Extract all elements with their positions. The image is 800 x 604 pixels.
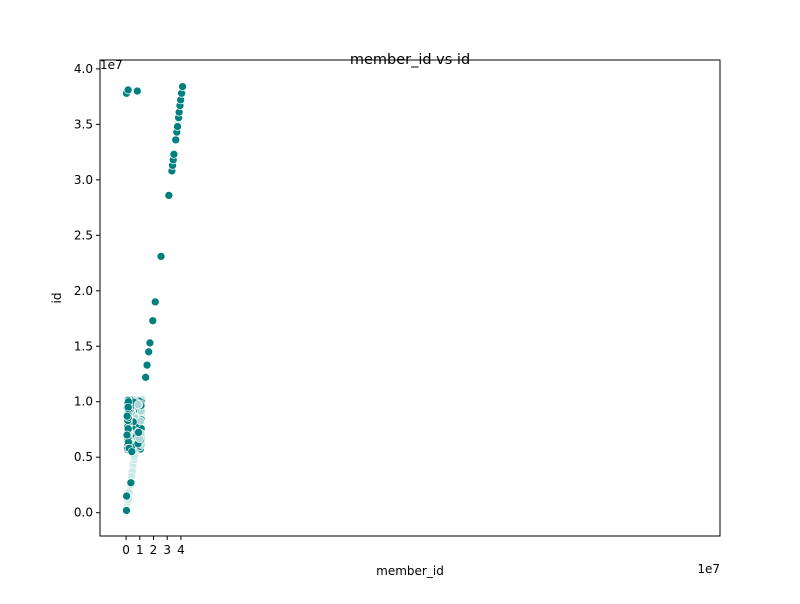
- y-tick-label: 3.0: [74, 173, 93, 187]
- y-tick-label: 1.5: [74, 339, 93, 353]
- data-point: [150, 297, 160, 307]
- y-tick-label: 2.0: [74, 284, 93, 298]
- data-point: [122, 430, 132, 440]
- data-point: [132, 86, 142, 96]
- data-point: [169, 149, 179, 159]
- y-tick-label: 0.0: [74, 506, 93, 520]
- data-point: [134, 428, 143, 437]
- y-tick-label: 3.5: [74, 117, 93, 131]
- plot-frame: [99, 59, 721, 537]
- data-point: [122, 506, 131, 515]
- data-point: [178, 82, 187, 91]
- data-point: [144, 347, 154, 357]
- x-tick-label: 1: [136, 543, 144, 557]
- data-point: [122, 491, 131, 501]
- y-tick-label: 4.0: [74, 62, 93, 76]
- data-point: [145, 338, 155, 348]
- y-tick-label: 1.0: [74, 395, 93, 409]
- x-tick-label: 2: [150, 543, 158, 557]
- x-tick-label: 3: [163, 543, 171, 557]
- x-offset-label: 1e7: [697, 562, 720, 576]
- data-point: [156, 252, 166, 261]
- data-point: [164, 191, 174, 200]
- data-point: [123, 85, 133, 95]
- data-point: [142, 360, 152, 370]
- y-tick-label: 0.5: [74, 450, 93, 464]
- y-axis-label: id: [50, 293, 64, 304]
- data-point: [123, 402, 133, 412]
- data-point: [171, 135, 181, 145]
- x-axis-label: member_id: [376, 564, 444, 578]
- y-axis-ticks: 0.0 0.5 1.0 1.5 2.0 2.5 3.0 3.5 4.0: [74, 62, 100, 520]
- data-points: [122, 82, 187, 515]
- data-point: [127, 447, 137, 457]
- y-offset-label: 1e7: [100, 58, 123, 72]
- data-point: [141, 372, 151, 382]
- data-point: [173, 122, 182, 131]
- y-tick-label: 2.5: [74, 228, 93, 242]
- x-tick-label: 4: [177, 543, 185, 557]
- data-point: [136, 416, 145, 426]
- data-point: [133, 400, 143, 409]
- data-point: [122, 411, 132, 421]
- data-point: [148, 316, 158, 326]
- data-point: [126, 478, 136, 488]
- x-tick-label: 0: [122, 543, 130, 557]
- dense-point-cloud: [121, 81, 188, 517]
